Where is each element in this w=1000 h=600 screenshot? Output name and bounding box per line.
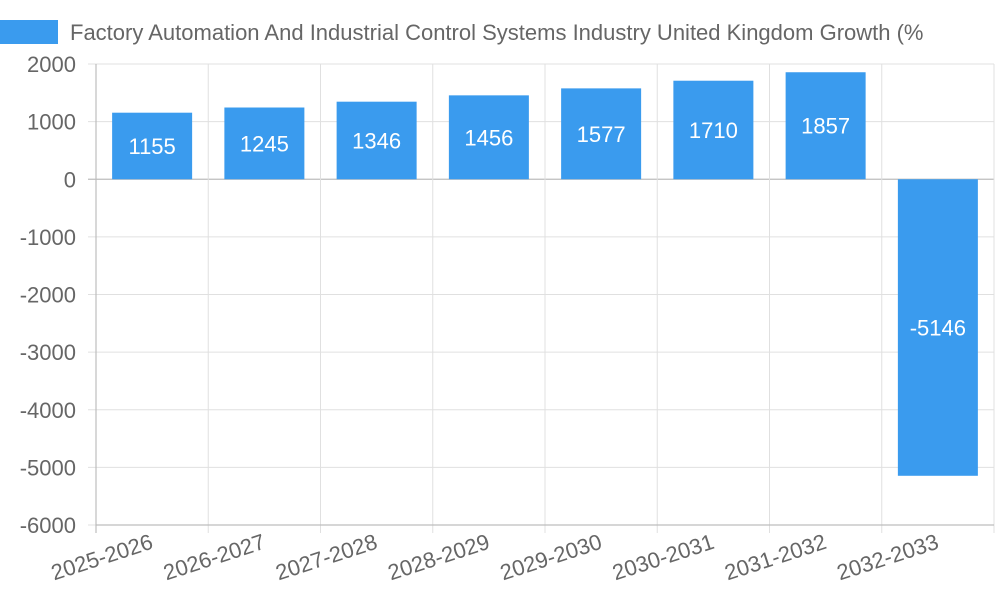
y-tick-label: -3000 bbox=[20, 340, 76, 365]
y-tick-label: -4000 bbox=[20, 398, 76, 423]
bar-value-label: 1456 bbox=[464, 125, 513, 150]
bar-value-label: -5146 bbox=[910, 316, 966, 341]
x-tick-label: 2026-2027 bbox=[160, 529, 268, 585]
bar-value-label: 1155 bbox=[128, 134, 175, 159]
x-tick-label: 2031-2032 bbox=[722, 529, 830, 585]
gridlines bbox=[88, 63, 995, 533]
bars: 1155 1245 1346 1456 1577 1710 1857 -5146 bbox=[112, 72, 978, 476]
y-tick-label: 1000 bbox=[27, 110, 76, 135]
bar bbox=[224, 107, 305, 180]
bar bbox=[112, 112, 193, 180]
bar-value-label: 1346 bbox=[352, 128, 401, 153]
bar bbox=[336, 101, 417, 180]
bar bbox=[561, 88, 642, 180]
legend-swatch bbox=[0, 20, 58, 44]
x-tick-label: 2028-2029 bbox=[385, 529, 493, 585]
bar-value-label: 1577 bbox=[577, 122, 626, 147]
legend: Factory Automation And Industrial Contro… bbox=[0, 20, 924, 45]
y-tick-label: 0 bbox=[64, 167, 76, 192]
y-tick-label: -2000 bbox=[20, 283, 76, 308]
bar bbox=[785, 72, 866, 180]
bar-value-label: 1857 bbox=[801, 114, 850, 139]
y-axis-ticks: 2000 1000 0 -1000 -2000 -3000 -4000 -5000 -6000 bbox=[20, 52, 76, 538]
x-tick-label: 2027-2028 bbox=[273, 529, 381, 585]
bar bbox=[897, 179, 978, 476]
x-axis-ticks: 2025-2026 2026-2027 2027-2028 2028-2029 2029… bbox=[48, 529, 942, 585]
y-tick-label: -1000 bbox=[20, 225, 76, 250]
x-tick-label: 2032-2033 bbox=[834, 529, 942, 585]
x-tick-label: 2029-2030 bbox=[497, 529, 605, 585]
legend-label: Factory Automation And Industrial Contro… bbox=[70, 20, 924, 45]
bar bbox=[448, 95, 529, 180]
bar bbox=[673, 80, 754, 180]
bar-value-label: 1245 bbox=[240, 131, 289, 156]
x-tick-label: 2030-2031 bbox=[609, 529, 717, 585]
y-tick-label: 2000 bbox=[27, 52, 76, 77]
y-tick-label: -5000 bbox=[20, 455, 76, 480]
y-tick-label: -6000 bbox=[20, 513, 76, 538]
bar-value-label: 1710 bbox=[689, 118, 738, 143]
